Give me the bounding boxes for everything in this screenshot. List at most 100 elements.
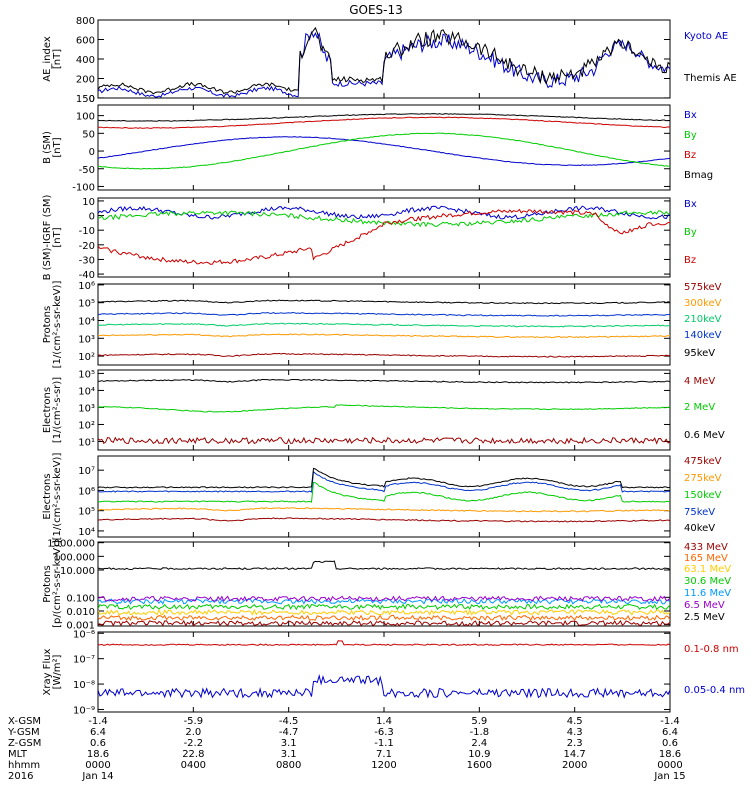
series-line-40keV [98, 467, 670, 489]
series-line-275keV [98, 507, 670, 513]
footer-value: 22.8 [182, 749, 204, 760]
footer-value: 3.1 [281, 738, 297, 749]
series-line-75keV [98, 470, 670, 493]
y-tick-label: 10⁴ [78, 386, 95, 397]
y-tick-label: 10³ [78, 403, 95, 414]
footer-value: -5.9 [184, 716, 204, 727]
footer-value: 10.9 [468, 749, 490, 760]
series-line-Bz [98, 116, 670, 129]
footer-value: -1.4 [88, 716, 108, 727]
y-tick-label: 10 [82, 197, 95, 208]
legend-label: By [684, 130, 697, 141]
legend-label: 433 MeV [684, 542, 728, 553]
y-tick-label: 10⁵ [78, 299, 95, 310]
series-line-475keV [98, 517, 670, 523]
footer-value: 2.4 [471, 738, 487, 749]
panel-ylabel: [nT] [52, 227, 63, 247]
series-line-By [98, 132, 670, 170]
panel-ylabel: [1/(cm²-s-sr)] [52, 377, 63, 443]
footer-value: Jan 15 [653, 771, 685, 782]
footer-value: 2000 [562, 760, 587, 771]
footer-value: 5.9 [471, 716, 487, 727]
legend-label: 30.6 MeV [684, 576, 731, 587]
footer-value: 18.6 [659, 749, 681, 760]
series-line-140keV [98, 311, 670, 317]
footer-value: 0.6 [662, 738, 678, 749]
legend-label: Bx [684, 199, 697, 210]
panel-ylabel: [1/(cm²-s-sr-keV)] [52, 281, 63, 369]
series-line-433-MeV [98, 619, 670, 626]
footer-value: 4.5 [567, 716, 583, 727]
y-tick-label: 10⁻⁸ [73, 680, 95, 691]
panel-epead_e: 10¹ 10² 10³ 10⁴ 10⁵ Electrons [1/(cm²-s-sr)] 4 … [42, 369, 725, 451]
series-line-By [98, 210, 670, 228]
series-line-300keV [98, 333, 670, 339]
y-tick-label: 0.001 [66, 621, 95, 632]
footer-value: 6.4 [90, 727, 106, 738]
panel-mageps_p: 10² 10³ 10⁴ 10⁵ 10⁶ Protons [1/(cm²-s-sr-keV)]… [42, 281, 722, 369]
panel-mageps_e: 10⁴ 10⁵ 10⁶ 10⁷ Electrons [1/(cm²-s-sr-keV)] 4… [42, 453, 722, 541]
panel-frame [97, 541, 671, 627]
panel-digrf: -40 -30 -20 -10 0 10 B (SM)-IGRF (SM) [nT] Bx By B… [42, 195, 697, 282]
orbit-footer: X-GSMY-GSMZ-GSMMLThhmm2016-1.46.40.618.6… [7, 716, 686, 782]
legend-label: Kyoto AE [684, 31, 728, 42]
panel-xray: 10⁻⁹ 10⁻⁸ 10⁻⁷ 10⁻⁶ Xray Flux [W/m²] 0.1-0.8 n… [42, 629, 745, 716]
legend-label: 11.6 MeV [684, 588, 731, 599]
y-tick-label: 0.100 [66, 593, 95, 604]
panel-ylabel: Protons [42, 565, 53, 602]
panel-bsm: -100 -50 0 50 100 150 B (SM) [nT] Bx By Bz Bmag [42, 94, 713, 194]
y-tick-label: 0 [89, 94, 95, 105]
y-tick-label: 100 [76, 112, 95, 123]
series-line-Bmag [98, 113, 670, 122]
series-line-165-MeV [98, 614, 670, 622]
legend-label: Themis AE [683, 73, 737, 84]
series-line-150keV [98, 481, 670, 503]
y-tick-label: 10¹ [78, 437, 95, 448]
y-tick-label: 600 [76, 36, 95, 47]
y-tick-label: 10³ [78, 334, 95, 345]
panel-ylabel: [nT] [52, 49, 63, 69]
series-line-95keV [98, 299, 670, 305]
series-line-30-6-MeV [98, 603, 670, 611]
y-tick-label: -10 [79, 226, 95, 237]
legend-label: 210keV [684, 314, 722, 325]
legend-label: 75keV [684, 507, 715, 518]
series-line-2-5-MeV [98, 560, 670, 571]
plot-title: GOES-13 [349, 3, 403, 17]
y-tick-label: -30 [79, 255, 95, 266]
y-tick-label: 10⁻⁹ [73, 705, 95, 716]
panel-ylabel: [p/(cm²-s-sr-keV)] [52, 540, 63, 628]
footer-value: Jan 14 [81, 771, 113, 782]
footer-row-label: X-GSM [8, 716, 41, 727]
footer-value: 2.3 [567, 738, 583, 749]
y-tick-label: -50 [79, 165, 95, 176]
footer-value: 18.6 [87, 749, 109, 760]
series-line-6-5-MeV [98, 595, 670, 602]
y-tick-label: 10⁻⁶ [73, 629, 95, 640]
y-tick-label: 0 [89, 212, 95, 223]
panel-ylabel: [nT] [52, 137, 63, 157]
y-tick-label: 150 [76, 94, 95, 105]
legend-label: Bz [684, 150, 696, 161]
footer-value: 3.1 [281, 749, 297, 760]
footer-value: -6.3 [374, 727, 394, 738]
series-line-4-MeV [98, 436, 670, 445]
series-line-0-1-0-8-nm [98, 640, 670, 646]
footer-row-label: MLT [8, 749, 28, 760]
panel-ylabel: Electrons [42, 473, 53, 519]
footer-value: 1.4 [376, 716, 392, 727]
series-line-Bz [98, 208, 670, 265]
y-tick-label: 10⁵ [78, 369, 95, 380]
y-tick-label: -100 [72, 182, 95, 193]
panel-epead_p: 0.001 0.010 0.100 10.000 100.000 1000.000 Prot… [42, 539, 731, 632]
legend-label: 2.5 MeV [684, 612, 725, 623]
y-tick-label: 0.010 [66, 607, 95, 618]
footer-value: -1.8 [470, 727, 490, 738]
y-tick-label: 10⁷ [78, 466, 95, 477]
y-tick-label: 10⁶ [78, 486, 95, 497]
series-line-210keV [98, 322, 670, 328]
footer-value: -2.2 [184, 738, 204, 749]
series-line-Bx [98, 205, 670, 220]
series-line-0-6-MeV [98, 378, 670, 384]
